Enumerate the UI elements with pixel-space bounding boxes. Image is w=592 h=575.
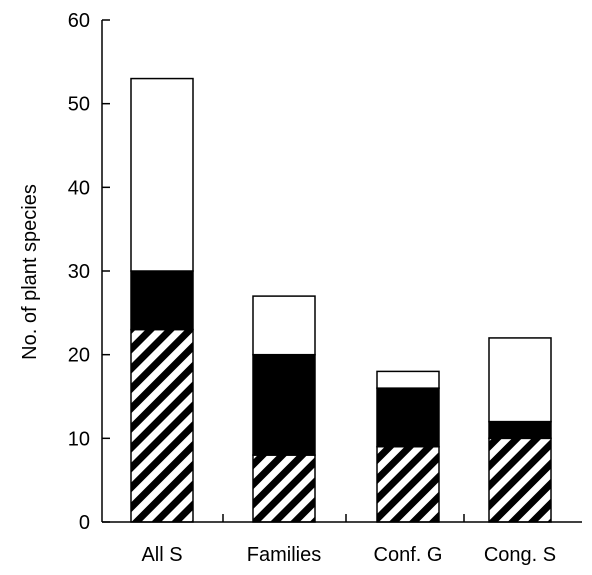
bar-segment-white-1	[130, 77, 194, 272]
axes-layer: 0 10 20 30 40 50 60 All S Families Conf. G Cong. S	[68, 10, 582, 566]
bar-segment-black-3	[376, 387, 440, 448]
y-tick-label: 60	[68, 10, 90, 32]
y-tick-label: 50	[68, 94, 90, 116]
x-category-label: All S	[141, 544, 182, 566]
bar-segment-hatched-1	[130, 328, 194, 523]
y-axis-title: No. of plant species	[19, 184, 41, 360]
bar-segment-hatched-3	[376, 445, 440, 523]
y-tick-label: 30	[68, 261, 90, 283]
bar-segment-white-3	[376, 370, 440, 389]
bar-segment-hatched-4	[488, 437, 552, 523]
y-tick-label: 0	[79, 512, 90, 534]
y-tick-label: 10	[68, 428, 90, 450]
bar-segment-white-2	[252, 295, 316, 356]
bar-segment-black-1	[130, 270, 194, 331]
bar-segment-black-2	[252, 353, 316, 456]
bar-segment-hatched-2	[252, 454, 316, 523]
y-tick-label: 20	[68, 345, 90, 367]
x-category-label: Cong. S	[484, 544, 556, 566]
bars-layer	[130, 77, 552, 523]
x-category-label: Families	[247, 544, 321, 566]
bar-segment-white-4	[488, 337, 552, 423]
y-tick-label: 40	[68, 177, 90, 199]
x-category-label: Conf. G	[374, 544, 443, 566]
bar-segment-black-4	[488, 420, 552, 440]
